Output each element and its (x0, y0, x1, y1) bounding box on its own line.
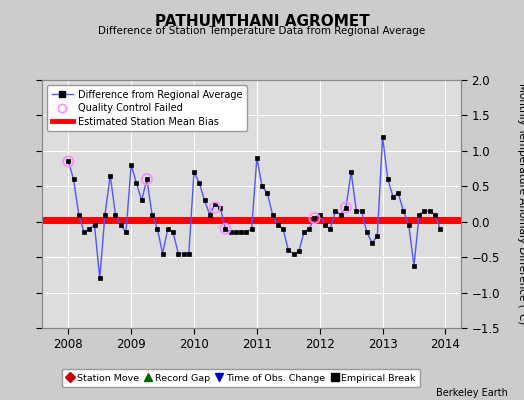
Point (211, 204, 219, 211)
Legend: Difference from Regional Average, Quality Control Failed, Estimated Station Mean: Difference from Regional Average, Qualit… (47, 85, 247, 131)
Point (143, 176, 151, 182)
Text: Berkeley Earth: Berkeley Earth (436, 388, 508, 398)
Legend: Station Move, Record Gap, Time of Obs. Change, Empirical Break: Station Move, Record Gap, Time of Obs. C… (62, 369, 420, 387)
Point (310, 215, 319, 221)
Point (342, 204, 350, 211)
Point (64, 158, 72, 165)
Text: PATHUMTHANI AGROMET: PATHUMTHANI AGROMET (155, 14, 369, 29)
Y-axis label: Monthly Temperature Anomaly Difference (°C): Monthly Temperature Anomaly Difference (… (517, 83, 524, 325)
Text: Difference of Station Temperature Data from Regional Average: Difference of Station Temperature Data f… (99, 26, 425, 36)
Point (221, 226, 230, 232)
